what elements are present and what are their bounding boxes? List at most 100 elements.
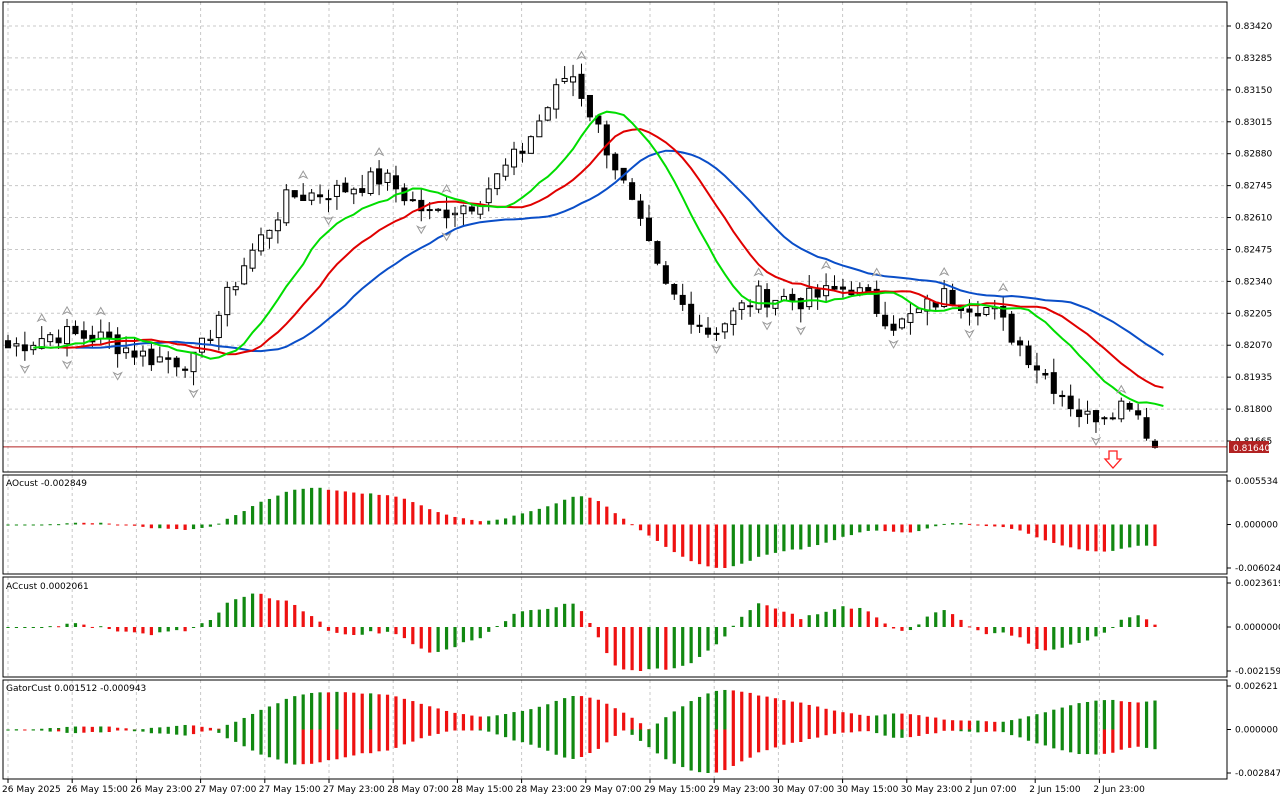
gator-upper-bar — [1136, 702, 1140, 730]
ac-histogram-bar — [984, 627, 988, 635]
gator-lower-bar — [1153, 729, 1157, 750]
candle-body — [789, 293, 796, 301]
ao-histogram-bar — [343, 491, 347, 525]
gator-upper-bar — [950, 720, 955, 730]
ao-histogram-bar — [360, 493, 364, 525]
ao-histogram-bar — [1144, 524, 1149, 546]
ao-histogram-bar — [116, 524, 120, 526]
ac-histogram-bar — [816, 614, 820, 627]
gator-upper-bar — [1119, 701, 1123, 730]
ao-histogram-bar — [925, 524, 929, 529]
ao-histogram-bar — [588, 497, 592, 525]
ao-histogram-bar — [301, 488, 305, 525]
candle-body — [485, 188, 492, 204]
gator-upper-bar — [757, 695, 761, 730]
gator-upper-bar — [782, 700, 786, 730]
candle-body — [527, 136, 534, 154]
gator-lower-bar — [191, 729, 196, 735]
ac-histogram-bar — [1026, 627, 1031, 644]
candle-body — [359, 188, 366, 193]
gator-lower-bar — [1144, 729, 1149, 748]
candle-body — [274, 219, 281, 232]
gator-lower-bar — [394, 729, 398, 748]
candle-body — [1000, 306, 1007, 318]
gator-upper-bar — [1052, 709, 1056, 730]
gator-lower-bar — [335, 729, 339, 760]
fractal-up-marker — [1116, 384, 1127, 394]
gator-lower-bar — [1085, 729, 1090, 755]
ac-histogram-bar — [487, 627, 491, 632]
gator-lower-bar — [849, 729, 853, 733]
ac-histogram-bar — [411, 627, 415, 645]
ac-histogram-bar — [503, 621, 508, 627]
candle-body — [890, 323, 897, 331]
ac-histogram-bar — [1094, 627, 1098, 637]
ac-histogram-bar — [934, 612, 938, 627]
gator-lower-bar — [318, 729, 322, 763]
ac-histogram-bar — [1102, 627, 1106, 633]
fractal-up-marker — [36, 313, 47, 323]
gator-lower-bar — [934, 729, 938, 734]
gator-upper-bar — [723, 689, 727, 730]
gator-lower-bar — [284, 729, 288, 764]
candle-body — [949, 289, 956, 306]
ao-histogram-bar — [225, 518, 229, 525]
ao-histogram-bar — [158, 524, 162, 529]
gator-lower-bar — [1128, 729, 1132, 748]
price-tick-label: 0.82745 — [1235, 182, 1272, 192]
gator-lower-bar — [950, 729, 955, 731]
candle-body — [266, 229, 273, 239]
candle-body — [645, 217, 653, 242]
candle-body — [72, 325, 79, 335]
gator-lower-bar — [1069, 729, 1073, 753]
gator-panel-label: GatorCust 0.001512 -0.000943 — [6, 684, 146, 694]
candle-body — [4, 340, 12, 349]
ao-histogram-bar — [765, 524, 769, 555]
gator-upper-bar — [571, 696, 575, 730]
ac-histogram-bar — [495, 625, 499, 627]
ac-histogram-bar — [622, 627, 626, 670]
gator-lower-bar — [858, 729, 862, 732]
gator-upper-bar — [1010, 720, 1014, 730]
gator-upper-bar — [217, 728, 221, 730]
gator-upper-bar — [276, 703, 280, 730]
candle-body — [106, 331, 113, 339]
gator-upper-bar — [908, 714, 913, 730]
ac-histogram-bar — [326, 627, 331, 631]
candle-body — [570, 76, 577, 83]
gator-lower-bar — [99, 729, 103, 733]
ac-histogram-bar — [571, 603, 575, 627]
ac-histogram-bar — [976, 627, 980, 631]
ao-histogram-bar — [807, 524, 811, 547]
ao-histogram-bar — [40, 524, 44, 526]
candle-body — [64, 326, 71, 345]
candle-body — [401, 187, 408, 202]
price-tick-label: 0.82205 — [1235, 309, 1272, 319]
ao-histogram-bar — [503, 518, 508, 525]
ao-histogram-bar — [1136, 524, 1140, 546]
ao-histogram-bar — [891, 524, 896, 532]
ac-histogram-bar — [385, 627, 390, 632]
ao-histogram-bar — [638, 524, 643, 531]
ao-histogram-bar — [1153, 524, 1157, 547]
ao-histogram-bar — [99, 522, 103, 525]
candle-body — [696, 324, 703, 327]
candle-body — [443, 209, 450, 219]
time-tick-label: 30 May 07:00 — [772, 785, 834, 795]
ao-histogram-bar — [200, 524, 204, 528]
gator-lower-bar — [993, 729, 997, 732]
time-tick-label: 27 May 15:00 — [259, 785, 321, 795]
gator-upper-bar — [73, 726, 78, 730]
gator-lower-bar — [166, 729, 170, 734]
ao-histogram-bar — [259, 501, 263, 525]
time-tick-label: 2 Jun 07:00 — [965, 785, 1017, 795]
gator-upper-bar — [158, 727, 162, 730]
candle-body — [131, 350, 138, 358]
ao-histogram-bar — [1085, 524, 1090, 551]
gator-lower-bar — [925, 729, 929, 734]
gator-upper-bar — [706, 693, 710, 730]
gator-lower-bar — [57, 729, 61, 732]
ao-histogram-bar — [546, 506, 550, 525]
gator-lower-bar — [622, 729, 626, 731]
